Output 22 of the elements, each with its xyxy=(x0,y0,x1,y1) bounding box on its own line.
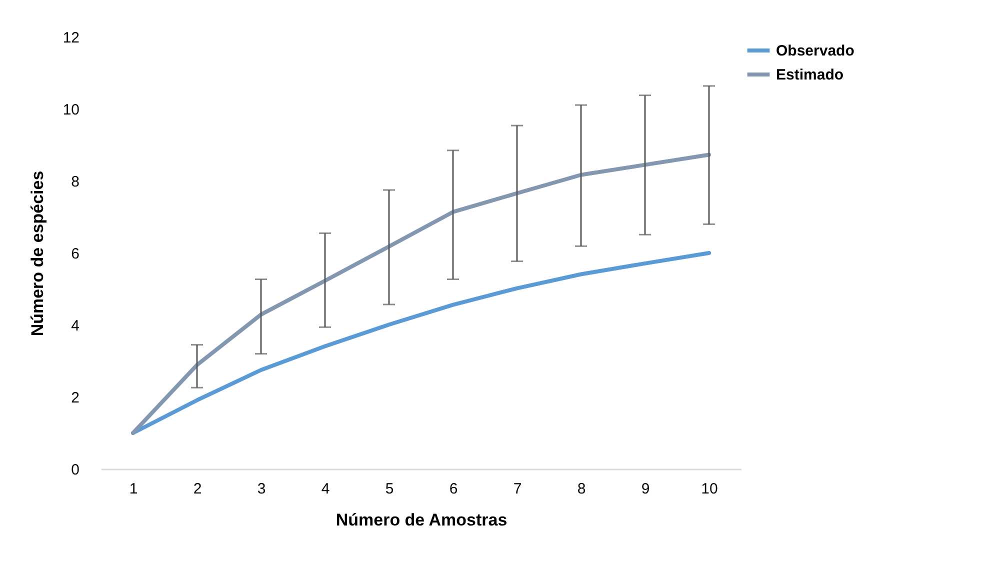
x-tick-label: 9 xyxy=(641,480,650,498)
x-axis-title: Número de Amostras xyxy=(336,510,508,530)
x-tick-label: 10 xyxy=(701,480,718,498)
x-tick-label: 7 xyxy=(513,480,522,498)
x-tick-label: 1 xyxy=(129,480,138,498)
x-tick-label: 2 xyxy=(193,480,202,498)
y-tick-label: 6 xyxy=(71,246,80,262)
y-tick-label: 10 xyxy=(62,102,80,118)
y-tick-label: 8 xyxy=(71,174,80,190)
y-axis-title: Número de espécies xyxy=(28,170,47,336)
x-tick-label: 3 xyxy=(257,480,266,498)
x-tick-label: 4 xyxy=(321,480,330,498)
line-series xyxy=(131,152,711,435)
y-tick-label: 2 xyxy=(71,390,80,406)
x-tick-label: 8 xyxy=(577,480,586,498)
x-tick-label: 6 xyxy=(449,480,458,498)
y-tick-label: 4 xyxy=(71,318,80,334)
y-tick-label: 0 xyxy=(71,462,80,478)
legend-label: Observado xyxy=(776,42,854,60)
legend-label: Estimado xyxy=(776,66,844,84)
y-tick-label: 12 xyxy=(62,30,80,46)
x-tick-label: 5 xyxy=(385,480,394,498)
